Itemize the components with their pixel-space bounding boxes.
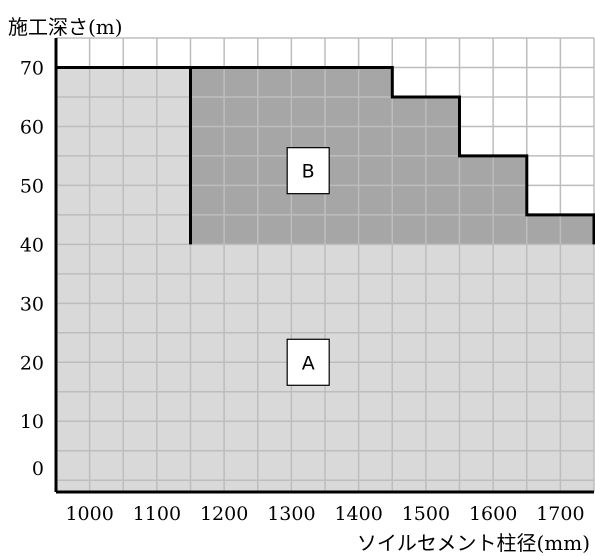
y-tick-label: 10 (20, 411, 44, 433)
x-tick-label: 1500 (402, 503, 450, 525)
y-tick-label: 60 (20, 116, 44, 138)
x-tick-label: 1400 (334, 503, 382, 525)
x-tick-label: 1300 (267, 503, 315, 525)
y-tick-labels: 0 10 20 30 40 50 60 70 (20, 57, 44, 480)
y-tick-label: 40 (20, 234, 44, 256)
x-tick-label: 1200 (200, 503, 248, 525)
region-b-label-box (286, 147, 330, 195)
x-axis-title: ソイルセメント柱径(mm) (357, 531, 590, 555)
y-tick-label: 50 (20, 175, 44, 197)
region-b-outline (189, 66, 595, 245)
x-tick-label: 1600 (469, 503, 517, 525)
y-tick-label: 20 (20, 352, 44, 374)
y-tick-label: 0 (32, 458, 44, 480)
y-tick-label: 30 (20, 293, 44, 315)
region-labels: AB (286, 147, 330, 386)
region-a-label: A (302, 352, 315, 374)
region-b-label: B (302, 161, 315, 183)
region-outlines (56, 65, 595, 245)
x-tick-label: 1000 (65, 503, 113, 525)
plot-frame (54, 38, 594, 494)
x-tick-labels: 1000 1100 1200 1300 1400 1500 1600 1700 (65, 503, 584, 525)
region-a-label-box (286, 338, 330, 386)
x-tick-label: 1100 (133, 503, 181, 525)
y-axis-title: 施工深さ(m) (8, 15, 123, 39)
y-tick-label: 70 (20, 57, 44, 79)
grid-layer (55, 37, 595, 492)
x-tick-label: 1700 (536, 503, 584, 525)
